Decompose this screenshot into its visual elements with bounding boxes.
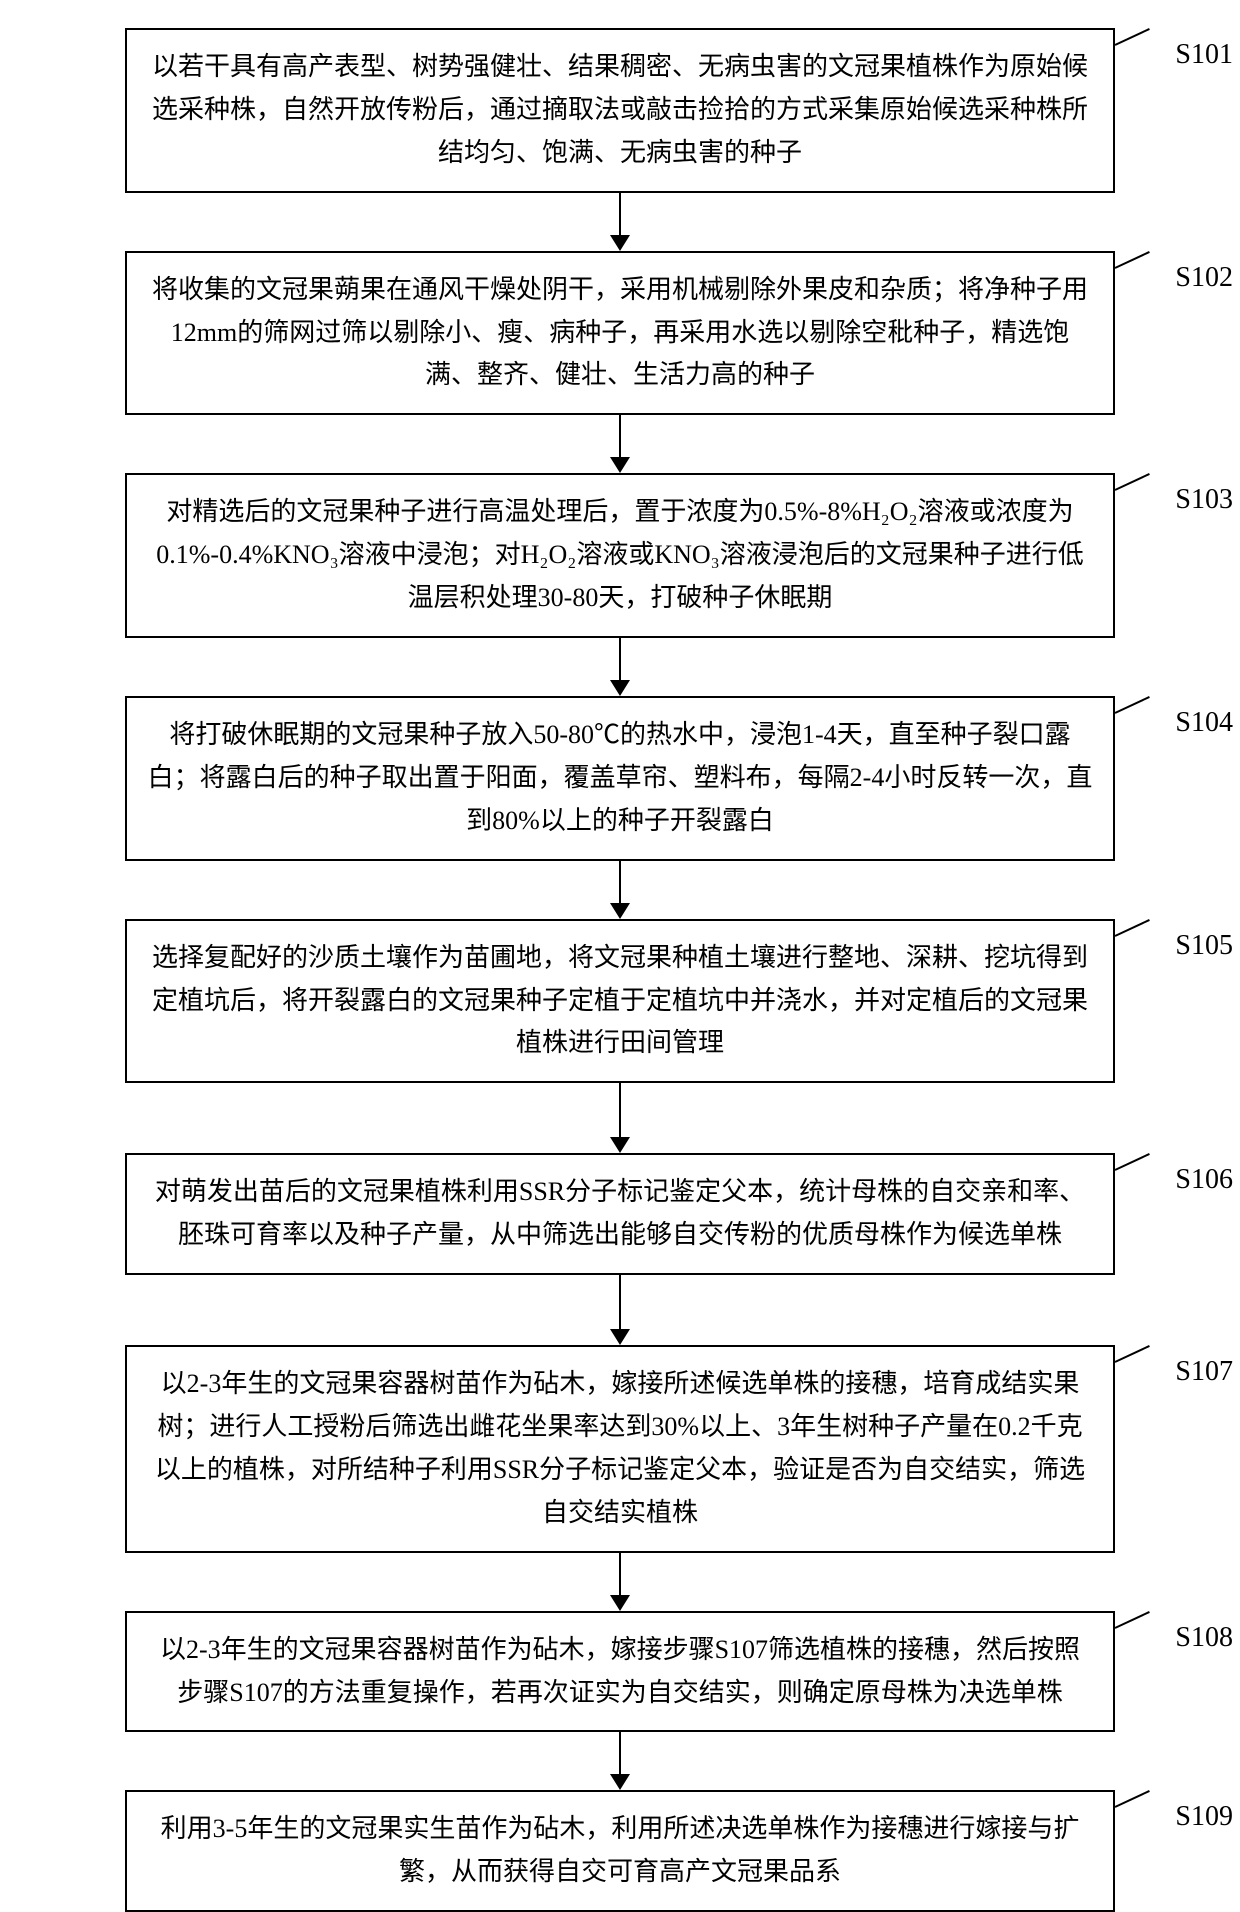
label-connector-line <box>1115 1791 1150 1809</box>
step-label-s105: S105 <box>1175 923 1233 969</box>
step-wrapper-s103: 对精选后的文冠果种子进行高温处理后，置于浓度为0.5%-8%H₂O₂溶液或浓度为… <box>60 473 1180 696</box>
step-label-s106: S106 <box>1175 1157 1233 1203</box>
label-connector-line <box>1115 28 1150 46</box>
step-text-s108: 以2-3年生的文冠果容器树苗作为砧木，嫁接步骤S107筛选植株的接穗，然后按照步… <box>160 1635 1080 1707</box>
arrow-line <box>619 638 622 680</box>
step-box-s104: 将打破休眠期的文冠果种子放入50-80℃的热水中，浸泡1-4天，直至种子裂口露白… <box>125 696 1115 861</box>
arrow-head-icon <box>610 1137 630 1153</box>
step-box-s106: 对萌发出苗后的文冠果植株利用SSR分子标记鉴定父本，统计母株的自交亲和率、胚珠可… <box>125 1153 1115 1275</box>
step-box-s109: 利用3-5年生的文冠果实生苗作为砧木，利用所述决选单株作为接穗进行嫁接与扩繁，从… <box>125 1790 1115 1912</box>
step-wrapper-s104: 将打破休眠期的文冠果种子放入50-80℃的热水中，浸泡1-4天，直至种子裂口露白… <box>60 696 1180 919</box>
label-connector-line <box>1115 1345 1150 1363</box>
step-box-s103: 对精选后的文冠果种子进行高温处理后，置于浓度为0.5%-8%H₂O₂溶液或浓度为… <box>125 473 1115 638</box>
step-wrapper-s107: 以2-3年生的文冠果容器树苗作为砧木，嫁接所述候选单株的接穗，培育成结实果树；进… <box>60 1345 1180 1611</box>
step-box-s107: 以2-3年生的文冠果容器树苗作为砧木，嫁接所述候选单株的接穗，培育成结实果树；进… <box>125 1345 1115 1553</box>
step-label-s107: S107 <box>1175 1349 1233 1395</box>
step-label-s108: S108 <box>1175 1615 1233 1661</box>
arrow-head-icon <box>610 1329 630 1345</box>
step-label-s102: S102 <box>1175 255 1233 301</box>
step-label-s109: S109 <box>1175 1794 1233 1840</box>
arrow-line <box>619 415 622 457</box>
step-wrapper-s109: 利用3-5年生的文冠果实生苗作为砧木，利用所述决选单株作为接穗进行嫁接与扩繁，从… <box>60 1790 1180 1912</box>
step-text-s101: 以若干具有高产表型、树势强健壮、结果稠密、无病虫害的文冠果植株作为原始候选采种株… <box>152 52 1088 167</box>
arrow-line <box>619 861 622 903</box>
step-text-s103: 对精选后的文冠果种子进行高温处理后，置于浓度为0.5%-8%H₂O₂溶液或浓度为… <box>156 497 1083 612</box>
arrow-connector <box>610 1083 630 1153</box>
arrow-connector <box>610 638 630 696</box>
arrow-connector <box>610 861 630 919</box>
arrow-line <box>619 1275 622 1329</box>
arrow-head-icon <box>610 235 630 251</box>
arrow-head-icon <box>610 680 630 696</box>
label-connector-line <box>1115 696 1150 714</box>
step-label-s103: S103 <box>1175 477 1233 523</box>
step-label-s104: S104 <box>1175 700 1233 746</box>
step-text-s105: 选择复配好的沙质土壤作为苗圃地，将文冠果种植土壤进行整地、深耕、挖坑得到定植坑后… <box>152 943 1088 1058</box>
label-connector-line <box>1115 473 1150 491</box>
label-connector-line <box>1115 1611 1150 1629</box>
step-text-s102: 将收集的文冠果蒴果在通风干燥处阴干，采用机械剔除外果皮和杂质；将净种子用12mm… <box>152 275 1088 390</box>
arrow-head-icon <box>610 903 630 919</box>
step-text-s106: 对萌发出苗后的文冠果植株利用SSR分子标记鉴定父本，统计母株的自交亲和率、胚珠可… <box>155 1177 1085 1249</box>
arrow-line <box>619 1083 622 1137</box>
arrow-head-icon <box>610 1595 630 1611</box>
arrow-head-icon <box>610 457 630 473</box>
flowchart-container: 以若干具有高产表型、树势强健壮、结果稠密、无病虫害的文冠果植株作为原始候选采种株… <box>60 28 1180 1912</box>
step-wrapper-s106: 对萌发出苗后的文冠果植株利用SSR分子标记鉴定父本，统计母株的自交亲和率、胚珠可… <box>60 1153 1180 1345</box>
step-box-s102: 将收集的文冠果蒴果在通风干燥处阴干，采用机械剔除外果皮和杂质；将净种子用12mm… <box>125 251 1115 416</box>
arrow-line <box>619 1553 622 1595</box>
step-text-s107: 以2-3年生的文冠果容器树苗作为砧木，嫁接所述候选单株的接穗，培育成结实果树；进… <box>155 1369 1085 1527</box>
arrow-head-icon <box>610 1774 630 1790</box>
step-wrapper-s101: 以若干具有高产表型、树势强健壮、结果稠密、无病虫害的文冠果植株作为原始候选采种株… <box>60 28 1180 251</box>
step-box-s101: 以若干具有高产表型、树势强健壮、结果稠密、无病虫害的文冠果植株作为原始候选采种株… <box>125 28 1115 193</box>
arrow-connector <box>610 1553 630 1611</box>
arrow-line <box>619 1732 622 1774</box>
step-text-s104: 将打破休眠期的文冠果种子放入50-80℃的热水中，浸泡1-4天，直至种子裂口露白… <box>148 720 1093 835</box>
step-box-s105: 选择复配好的沙质土壤作为苗圃地，将文冠果种植土壤进行整地、深耕、挖坑得到定植坑后… <box>125 919 1115 1084</box>
arrow-connector <box>610 415 630 473</box>
step-box-s108: 以2-3年生的文冠果容器树苗作为砧木，嫁接步骤S107筛选植株的接穗，然后按照步… <box>125 1611 1115 1733</box>
step-wrapper-s105: 选择复配好的沙质土壤作为苗圃地，将文冠果种植土壤进行整地、深耕、挖坑得到定植坑后… <box>60 919 1180 1154</box>
step-wrapper-s102: 将收集的文冠果蒴果在通风干燥处阴干，采用机械剔除外果皮和杂质；将净种子用12mm… <box>60 251 1180 474</box>
arrow-connector <box>610 1732 630 1790</box>
step-text-s109: 利用3-5年生的文冠果实生苗作为砧木，利用所述决选单株作为接穗进行嫁接与扩繁，从… <box>161 1814 1080 1886</box>
arrow-connector <box>610 193 630 251</box>
label-connector-line <box>1115 1153 1150 1171</box>
label-connector-line <box>1115 919 1150 937</box>
step-wrapper-s108: 以2-3年生的文冠果容器树苗作为砧木，嫁接步骤S107筛选植株的接穗，然后按照步… <box>60 1611 1180 1791</box>
label-connector-line <box>1115 251 1150 269</box>
arrow-connector <box>610 1275 630 1345</box>
step-label-s101: S101 <box>1175 32 1233 78</box>
arrow-line <box>619 193 622 235</box>
